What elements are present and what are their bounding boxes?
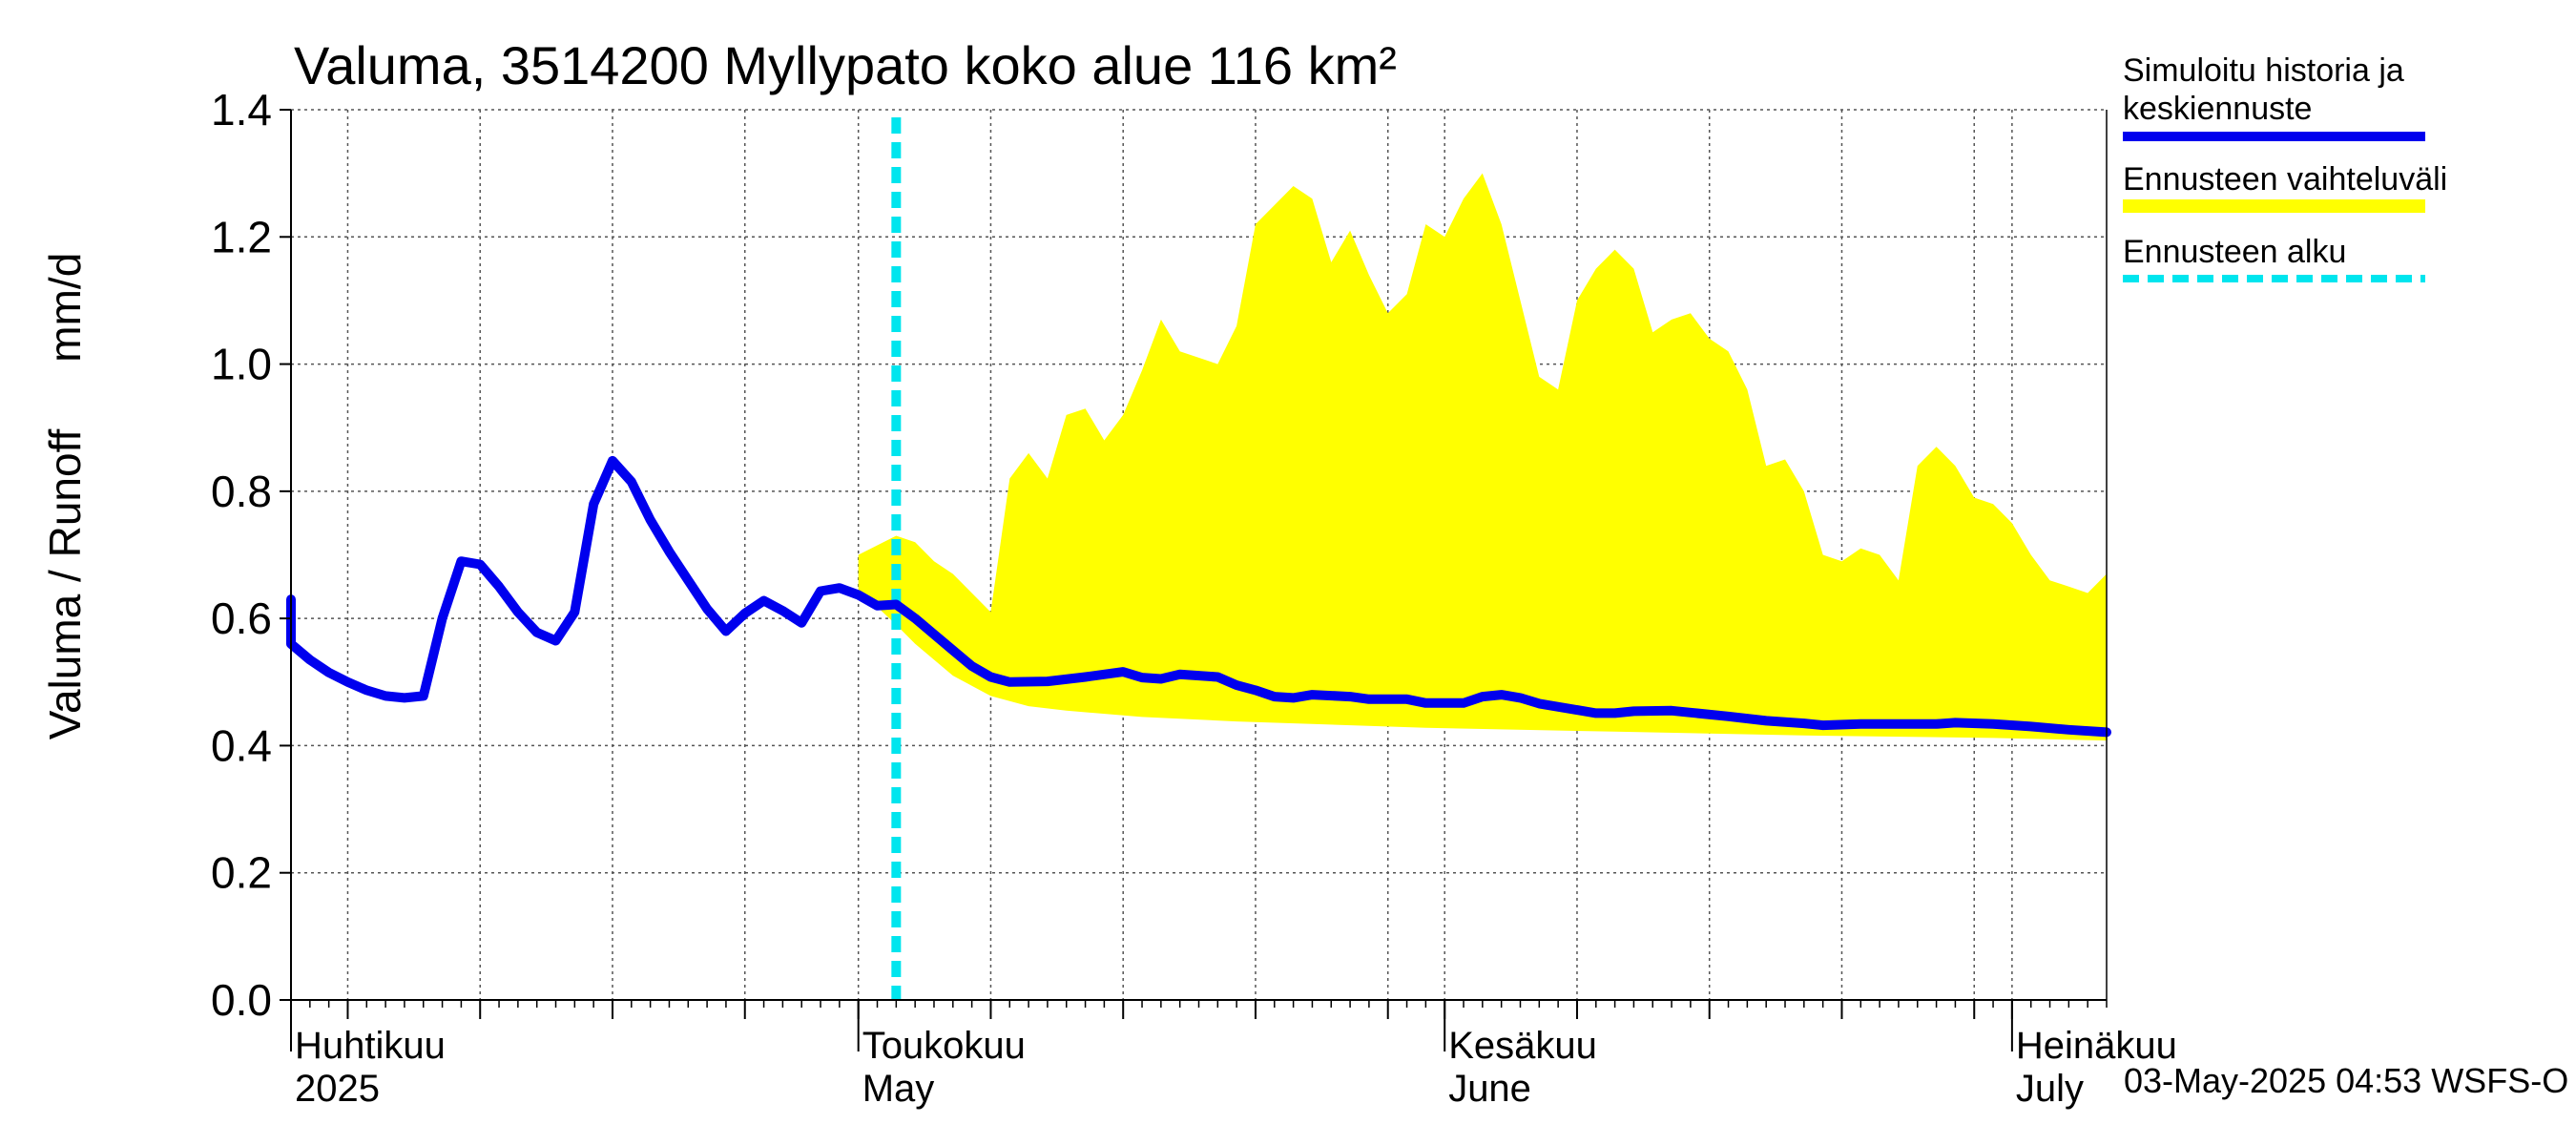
y-tick-label: 0.6 [211, 593, 272, 643]
legend-label-range: Ennusteen vaihteluväli [2123, 161, 2448, 198]
x-month-sublabel: May [862, 1068, 935, 1110]
grid-lines [291, 109, 2107, 1000]
y-tick-label: 0.2 [211, 848, 272, 898]
legend-swatches [2123, 132, 2425, 282]
y-tick-label: 1.0 [211, 340, 272, 389]
forecast-range-band [858, 173, 2108, 746]
y-tick-label: 1.2 [211, 212, 272, 261]
simulated-mean-layer [286, 455, 2111, 738]
x-month-sublabel: July [2016, 1068, 2084, 1110]
y-axis-unit: mm/d [40, 252, 90, 363]
legend-label-forecast-start: Ennusteen alku [2123, 234, 2347, 270]
simulated-mean-line [286, 455, 2111, 738]
chart-title: Valuma, 3514200 Myllypato koko alue 116 … [294, 35, 1397, 95]
y-axis-label: Valuma / Runoff [40, 428, 90, 740]
y-tick-label: 0.4 [211, 720, 272, 770]
timestamp-label: 03-May-2025 04:53 WSFS-O [2124, 1061, 2569, 1100]
forecast-range-layer [858, 173, 2108, 746]
y-axis-title: Valuma / Runoff mm/d [39, 253, 91, 740]
x-month-label: Kesäkuu [1448, 1025, 1597, 1067]
y-tick-label: 0.8 [211, 467, 272, 516]
y-tick-label: 1.4 [211, 85, 272, 135]
x-month-sublabel: June [1448, 1068, 1531, 1110]
x-month-label: Heinäkuu [2016, 1025, 2177, 1067]
y-tick-label: 0.0 [211, 975, 272, 1025]
legend-label-mean: Simuloitu historia ja keskiennuste [2123, 52, 2404, 127]
x-month-label: Huhtikuu [295, 1025, 446, 1067]
x-month-label: Toukokuu [862, 1025, 1026, 1067]
x-month-sublabel: 2025 [295, 1068, 380, 1110]
